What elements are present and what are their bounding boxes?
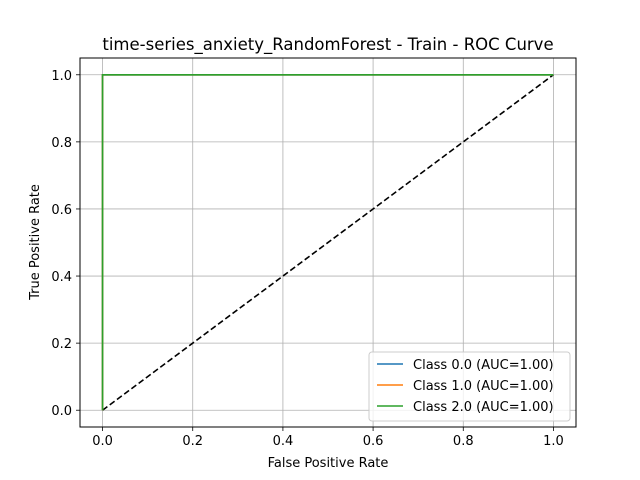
x-tick-label: 0.6 — [363, 434, 384, 449]
y-tick-label: 0.8 — [51, 136, 72, 151]
legend-label: Class 2.0 (AUC=1.00) — [413, 400, 554, 415]
x-tick-label: 0.2 — [182, 434, 203, 449]
x-tick-label: 0.0 — [92, 434, 113, 449]
x-tick-label: 0.4 — [273, 434, 294, 449]
y-tick-label: 1.0 — [51, 69, 72, 84]
x-axis-label: False Positive Rate — [268, 456, 389, 471]
x-tick-label: 1.0 — [543, 434, 564, 449]
y-axis-ticks: 0.0 0.2 0.4 0.6 0.8 1.0 — [51, 69, 80, 419]
x-axis-ticks: 0.0 0.2 0.4 0.6 0.8 1.0 — [92, 427, 564, 449]
reference-line-group — [102, 74, 554, 411]
y-tick-label: 0.0 — [51, 404, 72, 419]
y-axis-label: True Positive Rate — [28, 184, 43, 301]
y-tick-label: 0.6 — [51, 203, 72, 218]
series-group — [101, 73, 554, 411]
plot-frame — [79, 57, 577, 428]
x-tick-label: 0.8 — [453, 434, 474, 449]
chart-title: time-series_anxiety_RandomForest - Train… — [102, 35, 553, 55]
legend: Class 0.0 (AUC=1.00) Class 1.0 (AUC=1.00)… — [368, 351, 571, 422]
chance-reference-line — [102, 74, 554, 411]
roc-curve-class-2 — [101, 73, 554, 411]
legend-box — [368, 351, 571, 422]
y-tick-label: 0.2 — [51, 337, 72, 352]
legend-label: Class 1.0 (AUC=1.00) — [413, 379, 554, 394]
y-tick-label: 0.4 — [51, 270, 72, 285]
legend-label: Class 0.0 (AUC=1.00) — [413, 358, 554, 373]
